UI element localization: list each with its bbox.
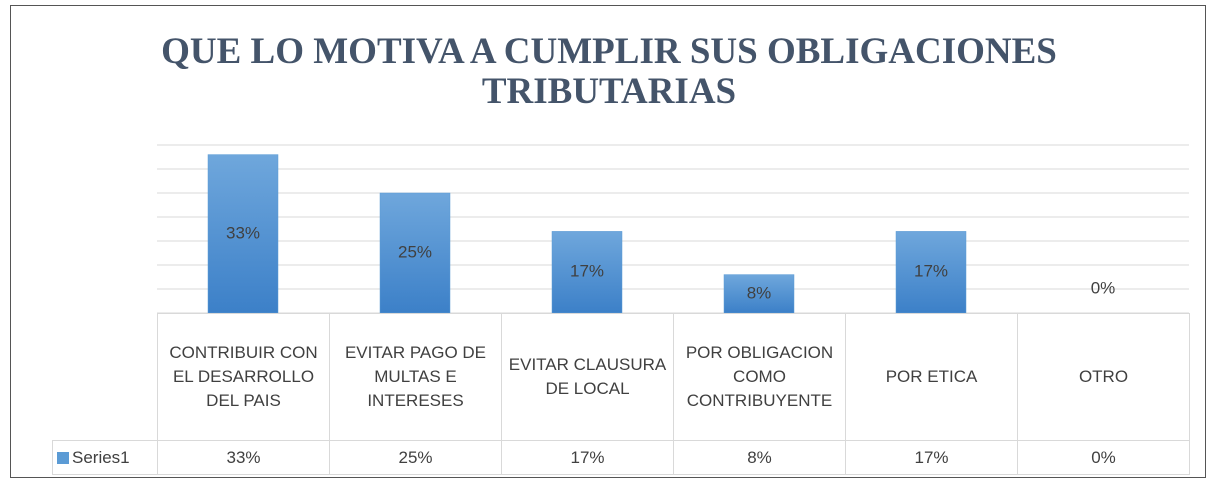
- table-value: 8%: [673, 440, 846, 475]
- legend-key: [57, 451, 69, 464]
- data-label: 8%: [747, 283, 772, 302]
- chart-title: QUE LO MOTIVA A CUMPLIR SUS OBLIGACIONES…: [161, 31, 1057, 112]
- data-label: 17%: [914, 262, 948, 281]
- bar: [551, 231, 623, 314]
- table-value: 17%: [845, 440, 1018, 475]
- category-cell: POR ETICA: [845, 313, 1018, 441]
- category-cell: POR OBLIGACION COMO CONTRIBUYENTE: [673, 313, 846, 441]
- category-cell: EVITAR CLAUSURA DE LOCAL: [501, 313, 674, 441]
- data-label: 25%: [398, 242, 432, 261]
- bar: [723, 274, 795, 314]
- table-value: 25%: [329, 440, 502, 475]
- table-value: 17%: [501, 440, 674, 475]
- data-label: 17%: [570, 262, 604, 281]
- bar: [379, 192, 451, 314]
- chart-border: [10, 5, 1206, 478]
- category-cell: CONTRIBUIR CON EL DESARROLLO DEL PAIS: [157, 313, 330, 441]
- bar: [207, 154, 279, 314]
- table-value: 33%: [157, 440, 330, 475]
- data-label: 0%: [1091, 278, 1116, 297]
- category-cell: EVITAR PAGO DE MULTAS E INTERESES: [329, 313, 502, 441]
- table-value: 0%: [1017, 440, 1190, 475]
- bar: [895, 231, 967, 314]
- category-cell: OTRO: [1017, 313, 1190, 441]
- legend-cell: Series1: [52, 440, 158, 475]
- data-label: 33%: [226, 223, 260, 242]
- legend-label: Series1: [72, 447, 130, 467]
